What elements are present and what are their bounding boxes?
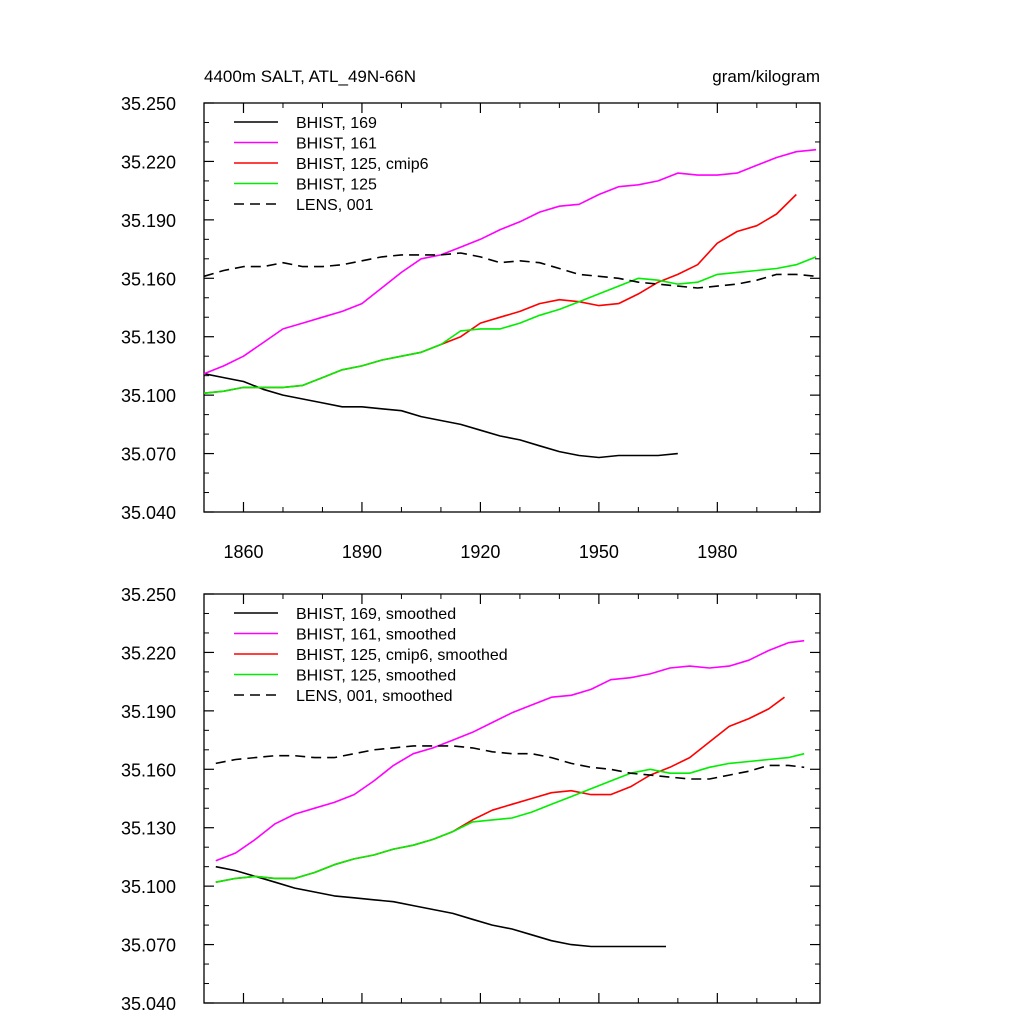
y-tick-label: 35.070 — [121, 445, 176, 465]
series-line — [203, 252, 817, 289]
series-line — [215, 865, 666, 948]
x-tick-label: 1920 — [460, 542, 500, 562]
y-tick-label: 35.190 — [121, 702, 176, 722]
bottom-panel: 35.040 35.070 35.100 35.130 35.160 35.190 35.2… — [121, 585, 821, 1014]
series-line — [215, 696, 785, 883]
y-tick-label: 35.130 — [121, 328, 176, 348]
series-line — [203, 256, 817, 394]
y-tick-label: 35.250 — [121, 585, 176, 605]
legend-label: BHIST, 125, smoothed — [296, 668, 456, 685]
series-line — [215, 745, 805, 780]
y-tick-label: 35.040 — [121, 994, 176, 1014]
y-tick-label: 35.100 — [121, 877, 176, 897]
legend-label: BHIST, 161 — [296, 136, 377, 153]
series-line — [203, 193, 797, 394]
legend-label: BHIST, 169, smoothed — [296, 606, 456, 623]
y-tick-label: 35.160 — [121, 269, 176, 289]
plot-frame — [203, 593, 821, 1004]
y-tick-label: 35.040 — [121, 503, 176, 523]
x-tick-label: 1860 — [223, 542, 263, 562]
series-line — [215, 752, 805, 883]
legend-label: BHIST, 169 — [296, 115, 377, 132]
x-tick-label: 1980 — [697, 542, 737, 562]
chart-title-left: 4400m SALT, ATL_49N-66N — [204, 67, 416, 86]
y-tick-label: 35.100 — [121, 386, 176, 406]
y-tick-label: 35.220 — [121, 643, 176, 663]
y-tick-label: 35.220 — [121, 152, 176, 172]
series-line — [203, 372, 678, 459]
chart-title-right: gram/kilogram — [712, 67, 820, 86]
y-tick-label: 35.250 — [121, 94, 176, 114]
y-tick-label: 35.070 — [121, 936, 176, 956]
legend-label: LENS, 001, smoothed — [296, 688, 453, 705]
legend-label: BHIST, 125 — [296, 177, 377, 194]
y-tick-label: 35.190 — [121, 211, 176, 231]
series-line — [215, 639, 805, 862]
x-tick-label: 1950 — [579, 542, 619, 562]
x-tick-label: 1890 — [342, 542, 382, 562]
legend-label: BHIST, 125, cmip6, smoothed — [296, 647, 508, 664]
plot-frame — [203, 102, 821, 513]
legend-label: BHIST, 161, smoothed — [296, 627, 456, 644]
y-tick-label: 35.160 — [121, 760, 176, 780]
top-panel: 35.040 35.070 35.100 35.130 35.160 35.190 35.2… — [121, 94, 821, 562]
y-tick-label: 35.130 — [121, 819, 176, 839]
series-line — [203, 148, 817, 375]
legend-label: LENS, 001 — [296, 197, 373, 214]
legend-label: BHIST, 125, cmip6 — [296, 156, 429, 173]
